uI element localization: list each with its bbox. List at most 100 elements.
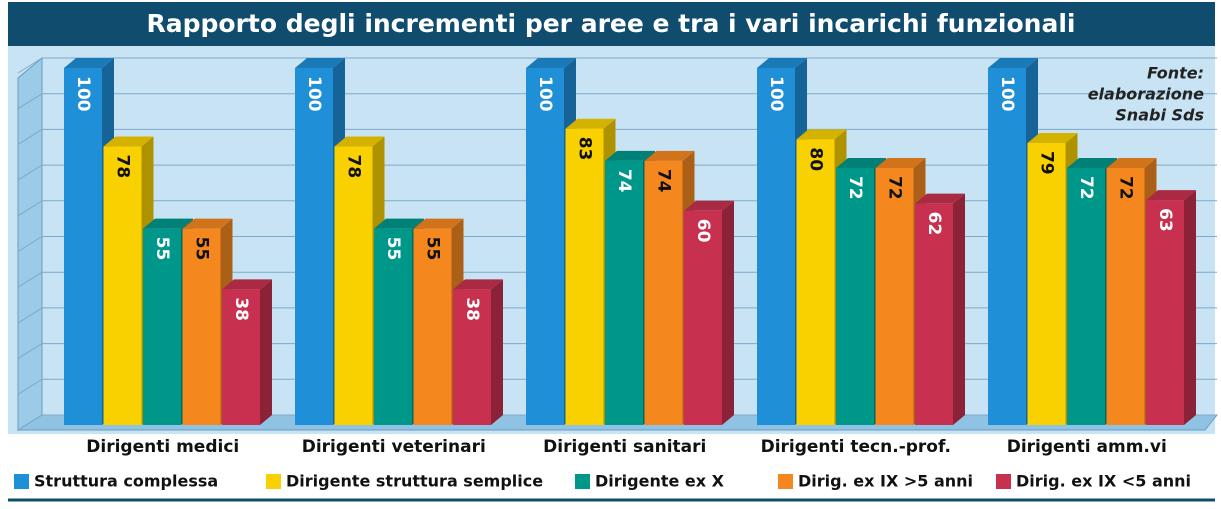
- bar-top: [605, 150, 655, 161]
- bar: [295, 68, 333, 425]
- x-tick-label: Dirigenti sanitari: [543, 437, 706, 457]
- bar: [1146, 200, 1184, 425]
- value-label: 79: [1037, 151, 1057, 175]
- grid-line-side: [17, 200, 43, 217]
- x-tick-label: Dirigenti amm.vi: [1007, 437, 1167, 457]
- bar-top: [64, 58, 114, 68]
- value-label: 55: [152, 237, 172, 261]
- bar-top: [295, 58, 345, 68]
- annotation: Fonte:: [1147, 64, 1204, 83]
- legend-swatch: [996, 474, 1011, 489]
- bar: [684, 210, 722, 425]
- bar: [103, 146, 142, 426]
- grid-line-side: [17, 93, 43, 110]
- grid-line-side: [17, 343, 43, 360]
- grid-line-side: [17, 128, 43, 145]
- value-label: 78: [344, 155, 364, 179]
- bar-top: [413, 218, 464, 229]
- value-label: 62: [924, 212, 944, 236]
- bar: [1106, 167, 1145, 425]
- x-tick-label: Dirigenti medici: [86, 437, 239, 457]
- bar-side: [722, 200, 734, 425]
- bar-top: [143, 218, 193, 229]
- bar-top: [875, 157, 926, 168]
- bar-top: [684, 200, 734, 211]
- legend-swatch: [778, 474, 793, 489]
- value-label: 72: [845, 176, 865, 200]
- bar-top: [334, 136, 385, 147]
- legend-label: Dirig. ex IX <5 anni: [1016, 472, 1191, 491]
- value-label: 74: [654, 169, 674, 193]
- bar-top: [1027, 132, 1078, 143]
- legend-swatch: [14, 474, 29, 489]
- value-label: 100: [304, 76, 324, 112]
- value-label: 55: [383, 237, 403, 261]
- value-label: 72: [885, 176, 905, 200]
- bar: [875, 167, 914, 425]
- bar-top: [1146, 190, 1196, 201]
- bar-side: [953, 193, 965, 425]
- bar-top: [757, 58, 807, 68]
- title-bar: [8, 2, 1215, 46]
- bar-top: [103, 136, 154, 147]
- value-label: 83: [575, 137, 595, 161]
- value-label: 100: [73, 76, 93, 112]
- bar: [565, 128, 604, 425]
- value-label: 60: [693, 219, 713, 243]
- bar: [64, 68, 102, 425]
- bar: [836, 167, 874, 425]
- bar-top: [222, 279, 272, 290]
- bar-side: [1184, 190, 1196, 425]
- bar: [182, 228, 221, 425]
- legend-swatch: [266, 474, 281, 489]
- bar: [334, 146, 373, 426]
- bar: [988, 68, 1026, 425]
- grid-line-side: [17, 236, 43, 252]
- bar-top: [644, 150, 695, 161]
- bar-top: [565, 118, 616, 129]
- legend-swatch: [575, 474, 590, 489]
- bar-top: [915, 193, 965, 204]
- annotation: Snabi Sds: [1115, 106, 1204, 125]
- value-label: 63: [1155, 208, 1175, 232]
- legend-label: Struttura complessa: [34, 472, 218, 491]
- bar-side: [260, 279, 272, 425]
- value-label: 78: [113, 155, 133, 179]
- legend-label: Dirigente ex X: [595, 472, 725, 491]
- bar: [374, 228, 412, 425]
- bar: [605, 160, 643, 425]
- bar-top: [836, 157, 886, 168]
- grid-line-side: [17, 164, 43, 181]
- bar: [757, 68, 795, 425]
- annotation: elaborazione: [1088, 85, 1204, 104]
- grid-line-side: [17, 307, 43, 324]
- value-label: 100: [766, 76, 786, 112]
- grid-line-side: [17, 378, 43, 395]
- value-label: 80: [806, 147, 826, 171]
- bar-top: [988, 58, 1038, 68]
- value-label: 100: [535, 76, 555, 112]
- legend-label: Dirig. ex IX >5 anni: [798, 472, 973, 491]
- bar-top: [182, 218, 233, 229]
- value-label: 72: [1116, 176, 1136, 200]
- bar-top: [526, 58, 576, 68]
- bar: [413, 228, 452, 425]
- grid-line-side: [17, 414, 43, 431]
- grid-line-side: [17, 271, 43, 288]
- bar: [796, 139, 835, 425]
- value-label: 72: [1076, 176, 1096, 200]
- value-label: 55: [423, 237, 443, 261]
- bar: [1067, 167, 1105, 425]
- chart-title: Rapporto degli incrementi per aree e tra…: [146, 9, 1075, 38]
- value-label: 38: [231, 297, 251, 321]
- bar-top: [796, 129, 847, 140]
- bar: [526, 68, 564, 425]
- x-tick-label: Dirigenti tecn.-prof.: [761, 437, 951, 457]
- bar-top: [1067, 157, 1117, 168]
- value-label: 74: [614, 169, 634, 193]
- value-label: 38: [462, 297, 482, 321]
- x-tick-label: Dirigenti veterinari: [302, 437, 486, 457]
- value-label: 55: [192, 237, 212, 261]
- bar: [453, 289, 491, 425]
- bar: [1027, 142, 1066, 425]
